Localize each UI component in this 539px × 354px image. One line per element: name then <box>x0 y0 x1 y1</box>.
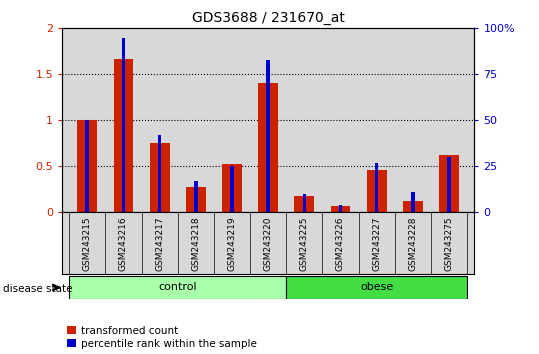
Bar <box>114 59 134 212</box>
Text: GSM243227: GSM243227 <box>372 216 381 270</box>
Bar <box>230 166 234 212</box>
Bar <box>286 275 467 299</box>
Text: GSM243216: GSM243216 <box>119 216 128 271</box>
Bar <box>69 275 286 299</box>
Bar <box>338 205 342 212</box>
Bar <box>330 206 350 212</box>
Bar <box>258 82 278 212</box>
Bar <box>367 170 386 212</box>
Text: control: control <box>158 282 197 292</box>
Text: GSM243225: GSM243225 <box>300 216 309 270</box>
Bar <box>439 155 459 212</box>
Text: GSM243219: GSM243219 <box>227 216 237 271</box>
Bar <box>158 135 162 212</box>
Bar <box>122 38 125 212</box>
Bar <box>186 187 206 212</box>
Text: GSM243220: GSM243220 <box>264 216 273 270</box>
Text: disease state: disease state <box>3 284 72 293</box>
Bar <box>86 120 89 212</box>
Bar <box>150 143 170 212</box>
Bar <box>403 201 423 212</box>
Bar <box>266 59 270 212</box>
Text: GSM243217: GSM243217 <box>155 216 164 271</box>
Bar <box>411 192 414 212</box>
Bar <box>302 194 306 212</box>
Text: GSM243275: GSM243275 <box>445 216 453 271</box>
Bar <box>78 120 97 212</box>
Bar <box>375 163 378 212</box>
Legend: transformed count, percentile rank within the sample: transformed count, percentile rank withi… <box>67 326 257 349</box>
Text: obese: obese <box>360 282 393 292</box>
Bar <box>194 181 198 212</box>
Title: GDS3688 / 231670_at: GDS3688 / 231670_at <box>192 11 344 24</box>
Bar <box>222 164 242 212</box>
Text: GSM243228: GSM243228 <box>409 216 417 270</box>
Bar <box>294 196 314 212</box>
Text: GSM243226: GSM243226 <box>336 216 345 270</box>
Bar <box>447 157 451 212</box>
Text: GSM243215: GSM243215 <box>83 216 92 271</box>
Text: GSM243218: GSM243218 <box>191 216 201 271</box>
